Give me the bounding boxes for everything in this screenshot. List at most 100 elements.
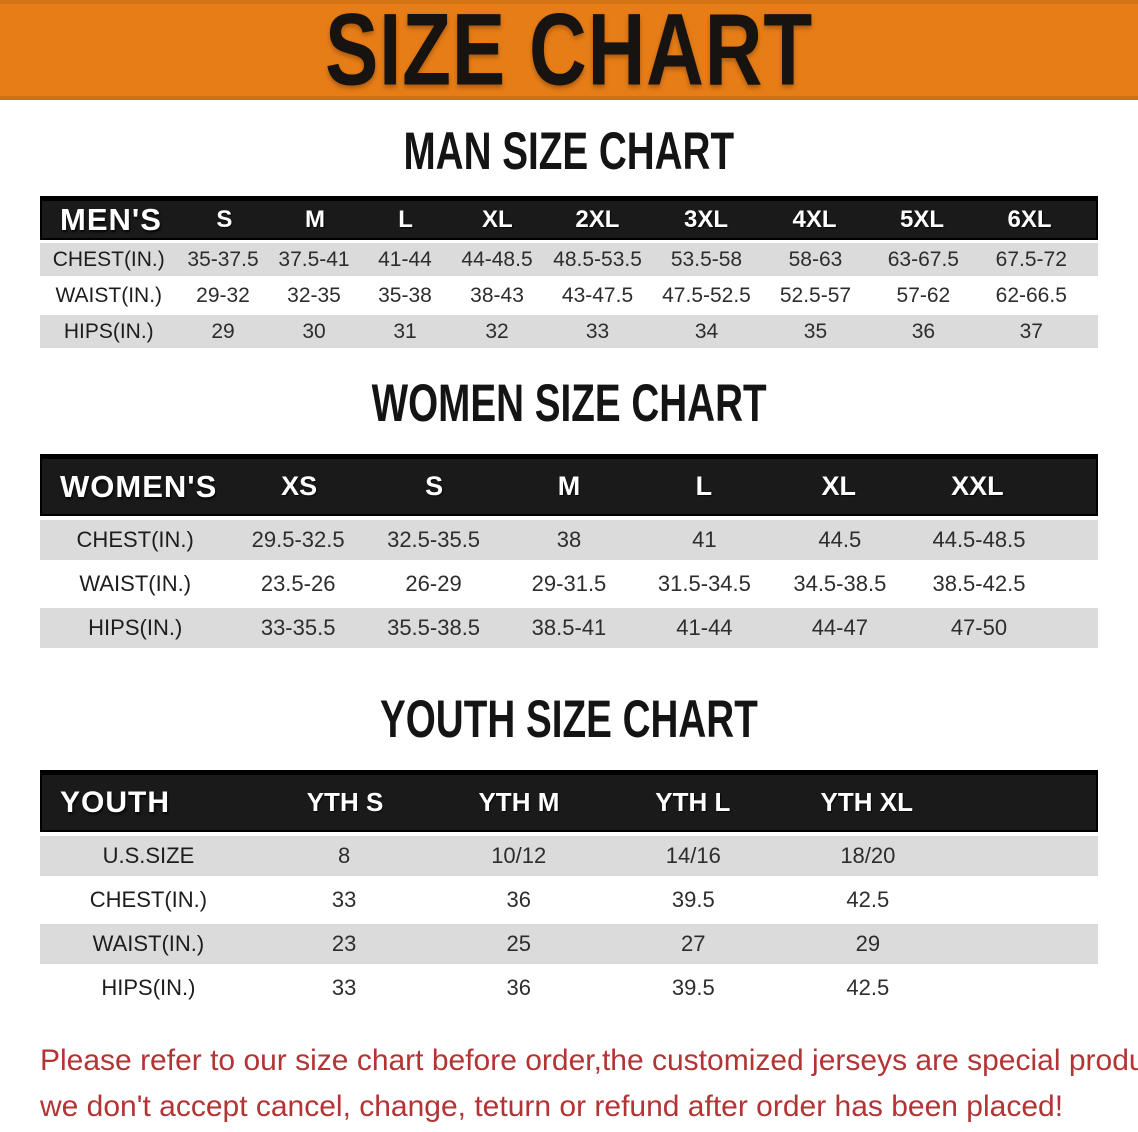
heading-text: WOMEN SIZE CHART [371,373,767,433]
table-cell: 23.5-26 [260,571,336,596]
table-cell: 26-29 [405,571,462,596]
table-cell: 41-44 [378,247,432,271]
heading-text: MAN SIZE CHART [403,121,735,181]
table-row: CHEST(IN.) 33 36 39.5 42.5 [40,880,1098,920]
table-cell: 31 [393,319,417,343]
men-size-table: MEN'S S M L XL 2XL 3XL 4XL 5XL 6XL CHEST(IN.) 35-… [40,196,1098,348]
table-row: WAIST(IN.) 23.5-26 26-29 29-31.5 31.5-34.5 34… [40,564,1098,604]
youth-table-body: U.S.SIZE 8 10/12 14/16 18/20 CHEST(IN.) 33 36 39… [40,836,1098,1008]
youth-size-chart-heading: YOUTH SIZE CHART [0,691,1138,748]
table-cell: 29 [211,319,235,343]
column-header: XL [821,471,857,501]
table-row: CHEST(IN.) 29.5-32.5 32.5-35.5 38 41 44.5 44.5… [40,520,1098,560]
table-row: HIPS(IN.) 29 30 31 32 33 34 35 36 37 [40,315,1098,348]
table-row: CHEST(IN.) 35-37.5 37.5-41 41-44 44-48.5 48.5… [40,243,1098,276]
table-cell: 57-62 [896,283,951,307]
table-cell: 37 [1019,319,1043,343]
column-header: M [304,205,325,233]
table-cell: 37.5-41 [278,247,350,271]
men-table-label: MEN'S [60,201,162,237]
disclaimer-note: Please refer to our size chart before or… [40,1038,1138,1130]
size-chart-banner: SIZE CHART [0,0,1138,101]
man-size-chart-section: MEN'S S M L XL 2XL 3XL 4XL 5XL 6XL CHEST(IN.) 35-… [0,196,1138,348]
table-cell: 23 [331,931,357,956]
table-cell: 27 [681,931,706,956]
table-cell: 32.5-35.5 [387,527,481,552]
table-cell: 63-67.5 [887,247,959,271]
table-cell: 52.5-57 [779,283,852,307]
women-size-table: WOMEN'S XS S M L XL XXL CHEST(IN.) 29.5-32.5 32… [40,454,1098,648]
table-cell: 38.5-42.5 [932,571,1026,596]
column-header: YTH L [655,787,731,817]
table-cell: 39.5 [671,887,715,912]
women-table-label: WOMEN'S [60,468,218,504]
table-row: HIPS(IN.) 33 36 39.5 42.5 [40,968,1098,1008]
column-header: XS [281,471,318,501]
man-size-chart-heading: MAN SIZE CHART [0,123,1138,180]
table-cell: 44-47 [811,615,868,640]
women-table-header: WOMEN'S XS S M L XL XXL [40,454,1098,516]
table-cell: 30 [302,319,326,343]
table-cell: 44.5-48.5 [932,527,1026,552]
table-cell: 39.5 [671,975,715,1000]
table-cell: 33-35.5 [260,615,336,640]
table-cell: 32 [485,319,509,343]
column-header: 3XL [683,205,728,233]
row-label: WAIST(IN.) [79,571,192,596]
row-label: HIPS(IN.) [63,319,154,343]
column-header: YTH M [478,787,560,817]
row-label: HIPS(IN.) [88,615,183,640]
table-cell: 14/16 [665,843,721,868]
table-cell: 35-38 [378,283,432,307]
youth-size-chart-section: YOUTH YTH S YTH M YTH L YTH XL U.S.SIZE 8 10/… [0,770,1138,1008]
column-header: XXL [951,471,1004,501]
column-header: XL [481,205,513,233]
column-header: 4XL [792,205,837,233]
column-header: YTH S [306,787,384,817]
heading-text: YOUTH SIZE CHART [380,689,758,749]
youth-size-table: YOUTH YTH S YTH M YTH L YTH XL U.S.SIZE 8 10/… [40,770,1098,1008]
table-cell: 38.5-41 [531,615,607,640]
column-header: L [695,471,713,501]
table-cell: 29-31.5 [531,571,607,596]
table-cell: 25 [506,931,531,956]
table-row: HIPS(IN.) 33-35.5 35.5-38.5 38.5-41 41-44 44-… [40,608,1098,648]
disclaimer-line-1: Please refer to our size chart before or… [40,1044,1138,1077]
table-cell: 34.5-38.5 [793,571,887,596]
women-size-chart-section: WOMEN'S XS S M L XL XXL CHEST(IN.) 29.5-32.5 32… [0,454,1138,648]
column-header: 2XL [575,205,620,233]
table-cell: 41-44 [676,615,733,640]
table-cell: 8 [338,843,351,868]
table-cell: 29 [855,931,881,956]
table-cell: 33 [585,319,610,343]
row-label: HIPS(IN.) [101,975,196,1000]
table-cell: 35 [803,319,828,343]
row-label: CHEST(IN.) [89,887,208,912]
table-cell: 53.5-58 [670,247,743,271]
disclaimer-line-2: we don't accept cancel, change, teturn o… [40,1090,1064,1123]
men-table-header: MEN'S S M L XL 2XL 3XL 4XL 5XL 6XL [40,196,1098,240]
table-cell: 33 [331,975,357,1000]
column-header: 6XL [1007,205,1052,233]
table-cell: 32-35 [287,283,341,307]
women-size-chart-heading: WOMEN SIZE CHART [0,375,1138,432]
table-cell: 34 [694,319,719,343]
table-cell: 38-43 [470,283,524,307]
table-cell: 38 [556,527,582,552]
table-cell: 35.5-38.5 [387,615,481,640]
table-cell: 35-37.5 [187,247,259,271]
table-cell: 48.5-53.5 [553,247,642,271]
youth-table-label: YOUTH [60,785,170,819]
table-cell: 33 [331,887,357,912]
table-cell: 42.5 [846,887,890,912]
row-label: CHEST(IN.) [52,247,165,271]
row-label: CHEST(IN.) [76,527,194,552]
table-cell: 44.5 [818,527,862,552]
row-label: WAIST(IN.) [55,283,163,307]
table-row: WAIST(IN.) 23 25 27 29 [40,924,1098,964]
table-cell: 43-47.5 [561,283,634,307]
table-cell: 36 [911,319,936,343]
table-cell: 67.5-72 [995,247,1067,271]
men-table-body: CHEST(IN.) 35-37.5 37.5-41 41-44 44-48.5 48.5… [40,243,1098,348]
column-header: 5XL [900,205,945,233]
